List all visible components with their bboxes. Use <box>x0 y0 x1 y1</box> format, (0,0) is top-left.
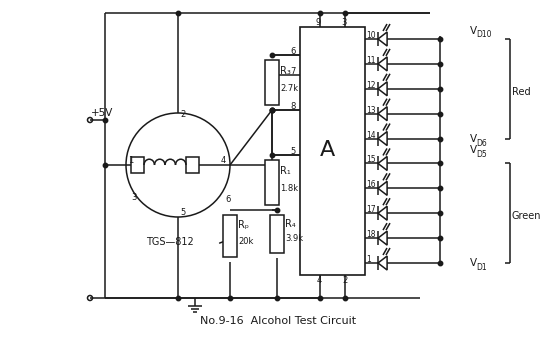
Text: TGS—812: TGS—812 <box>146 237 194 247</box>
Text: A: A <box>320 140 335 160</box>
Text: 16: 16 <box>366 180 376 189</box>
Text: 18: 18 <box>366 230 376 239</box>
Polygon shape <box>378 107 387 121</box>
Polygon shape <box>378 206 387 220</box>
Text: D1: D1 <box>476 263 487 272</box>
Text: 5: 5 <box>180 208 185 217</box>
Text: D5: D5 <box>476 150 487 159</box>
Text: 10: 10 <box>366 31 376 40</box>
Text: R₁: R₁ <box>280 166 291 176</box>
Text: 6: 6 <box>225 195 230 204</box>
Text: V: V <box>470 145 477 155</box>
Text: Green: Green <box>512 211 542 221</box>
Text: 4: 4 <box>221 156 226 165</box>
Text: 7: 7 <box>291 67 296 76</box>
Bar <box>131 157 144 173</box>
Text: V: V <box>470 134 477 144</box>
Text: Red: Red <box>512 87 531 97</box>
Text: 13: 13 <box>366 106 376 115</box>
Text: 15: 15 <box>366 155 376 165</box>
Text: 1: 1 <box>366 255 371 264</box>
Bar <box>223 215 237 257</box>
Text: V: V <box>470 258 477 268</box>
Text: 8: 8 <box>291 102 296 111</box>
Polygon shape <box>378 231 387 245</box>
Text: 12: 12 <box>366 81 376 90</box>
Text: R₃: R₃ <box>280 66 291 76</box>
Text: D6: D6 <box>476 139 487 148</box>
Text: 2: 2 <box>180 110 185 119</box>
Bar <box>265 60 279 105</box>
Text: 11: 11 <box>366 56 376 65</box>
Text: 3: 3 <box>341 18 347 27</box>
Polygon shape <box>378 256 387 270</box>
Bar <box>265 160 279 205</box>
Text: 6: 6 <box>291 47 296 56</box>
Text: 1.8k: 1.8k <box>280 184 298 193</box>
Text: Rₚ: Rₚ <box>238 220 249 230</box>
Text: 1: 1 <box>128 156 133 165</box>
Text: 4: 4 <box>317 276 322 285</box>
Text: 17: 17 <box>366 205 376 214</box>
Text: R₄: R₄ <box>285 219 296 229</box>
Text: 5: 5 <box>291 147 296 156</box>
Text: 2.7k: 2.7k <box>280 84 298 93</box>
Text: No.9-16  Alcohol Test Circuit: No.9-16 Alcohol Test Circuit <box>200 316 356 326</box>
Text: 20k: 20k <box>238 237 253 246</box>
Polygon shape <box>378 57 387 71</box>
Text: D10: D10 <box>476 30 492 39</box>
Text: V: V <box>470 26 477 36</box>
Polygon shape <box>378 131 387 146</box>
Polygon shape <box>378 156 387 170</box>
Text: 3.9k: 3.9k <box>285 234 303 243</box>
Bar <box>300 27 365 275</box>
Text: 2: 2 <box>342 276 347 285</box>
Text: +5V: +5V <box>91 108 113 118</box>
Bar <box>186 157 199 173</box>
Text: 9: 9 <box>315 18 320 27</box>
Text: 3: 3 <box>131 193 137 202</box>
Polygon shape <box>378 181 387 195</box>
Bar <box>270 215 284 253</box>
Polygon shape <box>378 32 387 46</box>
Polygon shape <box>378 82 387 96</box>
Text: 14: 14 <box>366 130 376 140</box>
